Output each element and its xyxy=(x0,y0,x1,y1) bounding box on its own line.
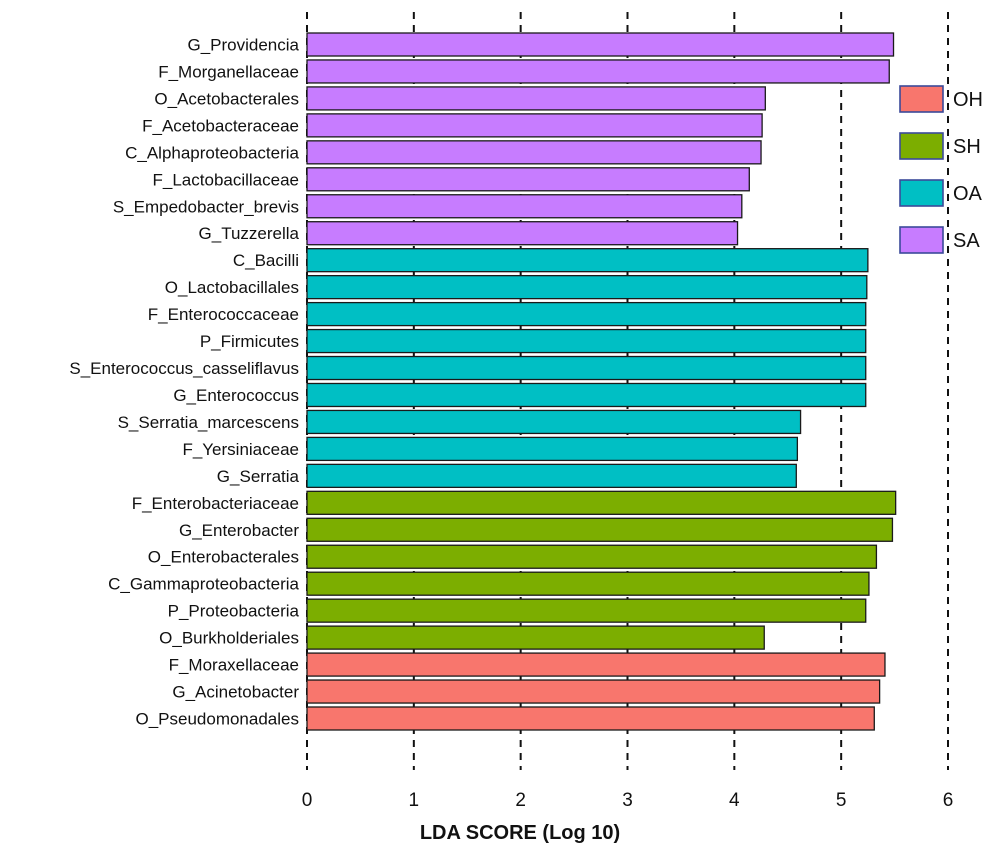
category-label-o-acetobacterales: O_Acetobacterales xyxy=(154,89,299,108)
category-label-c-bacilli: C_Bacilli xyxy=(233,251,299,270)
category-label-o-burkholderiales: O_Burkholderiales xyxy=(159,629,299,648)
category-label-f-yersiniaceae: F_Yersiniaceae xyxy=(182,440,299,459)
category-label-s-empedobacter-brevis: S_Empedobacter_brevis xyxy=(113,197,299,216)
category-label-s-enterococcus-casseliflavus: S_Enterococcus_casseliflavus xyxy=(69,359,299,378)
category-label-c-alphaproteobacteria: C_Alphaproteobacteria xyxy=(125,143,299,162)
bar-g-enterococcus xyxy=(306,382,867,408)
bar-f-morganellaceae xyxy=(306,59,890,84)
legend-label-sa: SA xyxy=(953,230,980,252)
bar-f-yersiniaceae xyxy=(306,436,799,462)
bar-f-acetobacteraceae xyxy=(306,113,763,138)
x-tick-label-6: 6 xyxy=(943,790,954,811)
category-label-p-firmicutes: P_Firmicutes xyxy=(200,332,299,351)
bar-g-serratia xyxy=(306,463,797,489)
category-label-g-tuzzerella: G_Tuzzerella xyxy=(199,224,300,243)
bar-f-lactobacillaceae xyxy=(306,167,750,192)
category-labels: G_Providencia F_Morganellaceae O_Acetobact… xyxy=(69,36,299,729)
x-tick-label-1: 1 xyxy=(409,790,420,811)
category-label-f-acetobacteraceae: F_Acetobacteraceae xyxy=(142,116,299,135)
category-label-g-enterobacter: G_Enterobacter xyxy=(179,521,299,540)
legend-label-oa: OA xyxy=(953,183,983,205)
legend-label-oh: OH xyxy=(953,89,983,111)
category-label-g-enterococcus: G_Enterococcus xyxy=(173,386,299,405)
legend: OH SH OA SA xyxy=(899,85,983,254)
x-tick-label-0: 0 xyxy=(302,790,313,811)
bar-o-lactobacillales xyxy=(306,274,868,300)
category-label-f-moraxellaceae: F_Moraxellaceae xyxy=(169,656,299,675)
bar-p-firmicutes xyxy=(306,328,867,354)
category-label-f-enterococcaceae: F_Enterococcaceae xyxy=(148,305,299,324)
bar-f-moraxellaceae xyxy=(306,652,886,677)
category-label-o-pseudomonadales: O_Pseudomonadales xyxy=(135,710,299,729)
x-tick-label-2: 2 xyxy=(515,790,526,811)
category-label-g-acinetobacter: G_Acinetobacter xyxy=(172,683,299,702)
bars xyxy=(306,32,897,731)
bar-o-burkholderiales xyxy=(306,625,765,650)
category-label-o-enterobacterales: O_Enterobacterales xyxy=(148,548,299,567)
x-tick-label-5: 5 xyxy=(836,790,847,811)
bar-g-providencia xyxy=(306,32,895,57)
category-label-c-gammaproteobacteria: C_Gammaproteobacteria xyxy=(108,575,299,594)
bar-o-acetobacterales xyxy=(306,86,766,111)
bar-s-empedobacter-brevis xyxy=(306,194,743,219)
category-label-o-lactobacillales: O_Lactobacillales xyxy=(165,278,299,297)
bar-o-pseudomonadales xyxy=(306,706,875,731)
bar-g-enterobacter xyxy=(306,517,894,542)
legend-swatch-sh xyxy=(899,132,944,160)
bar-c-bacilli xyxy=(306,248,869,273)
bar-f-enterococcaceae xyxy=(306,301,867,327)
legend-label-sh: SH xyxy=(953,136,981,158)
bar-s-enterococcus-casseliflavus xyxy=(306,355,867,381)
bar-g-acinetobacter xyxy=(306,679,881,704)
x-tick-labels: 0 1 2 3 4 5 6 xyxy=(302,790,954,811)
bar-o-enterobacterales xyxy=(306,544,878,569)
category-label-f-enterobacteriaceae: F_Enterobacteriaceae xyxy=(132,494,299,513)
legend-swatch-oa xyxy=(899,179,944,207)
legend-swatch-sa xyxy=(899,226,944,254)
category-label-p-proteobacteria: P_Proteobacteria xyxy=(168,602,300,621)
bar-p-proteobacteria xyxy=(306,598,867,623)
category-label-f-lactobacillaceae: F_Lactobacillaceae xyxy=(153,170,299,189)
bar-g-tuzzerella xyxy=(306,221,739,246)
bar-c-gammaproteobacteria xyxy=(306,571,870,596)
x-axis-title: LDA SCORE (Log 10) xyxy=(420,822,620,844)
x-tick-label-4: 4 xyxy=(729,790,740,811)
x-tick-label-3: 3 xyxy=(622,790,633,811)
category-label-f-morganellaceae: F_Morganellaceae xyxy=(158,62,299,81)
bar-s-serratia-marcescens xyxy=(306,409,802,435)
category-label-s-serratia-marcescens: S_Serratia_marcescens xyxy=(118,413,299,432)
legend-swatch-oh xyxy=(899,85,944,113)
bar-f-enterobacteriaceae xyxy=(306,490,897,515)
bar-c-alphaproteobacteria xyxy=(306,140,762,165)
category-label-g-serratia: G_Serratia xyxy=(217,467,300,486)
category-label-g-providencia: G_Providencia xyxy=(187,36,299,55)
